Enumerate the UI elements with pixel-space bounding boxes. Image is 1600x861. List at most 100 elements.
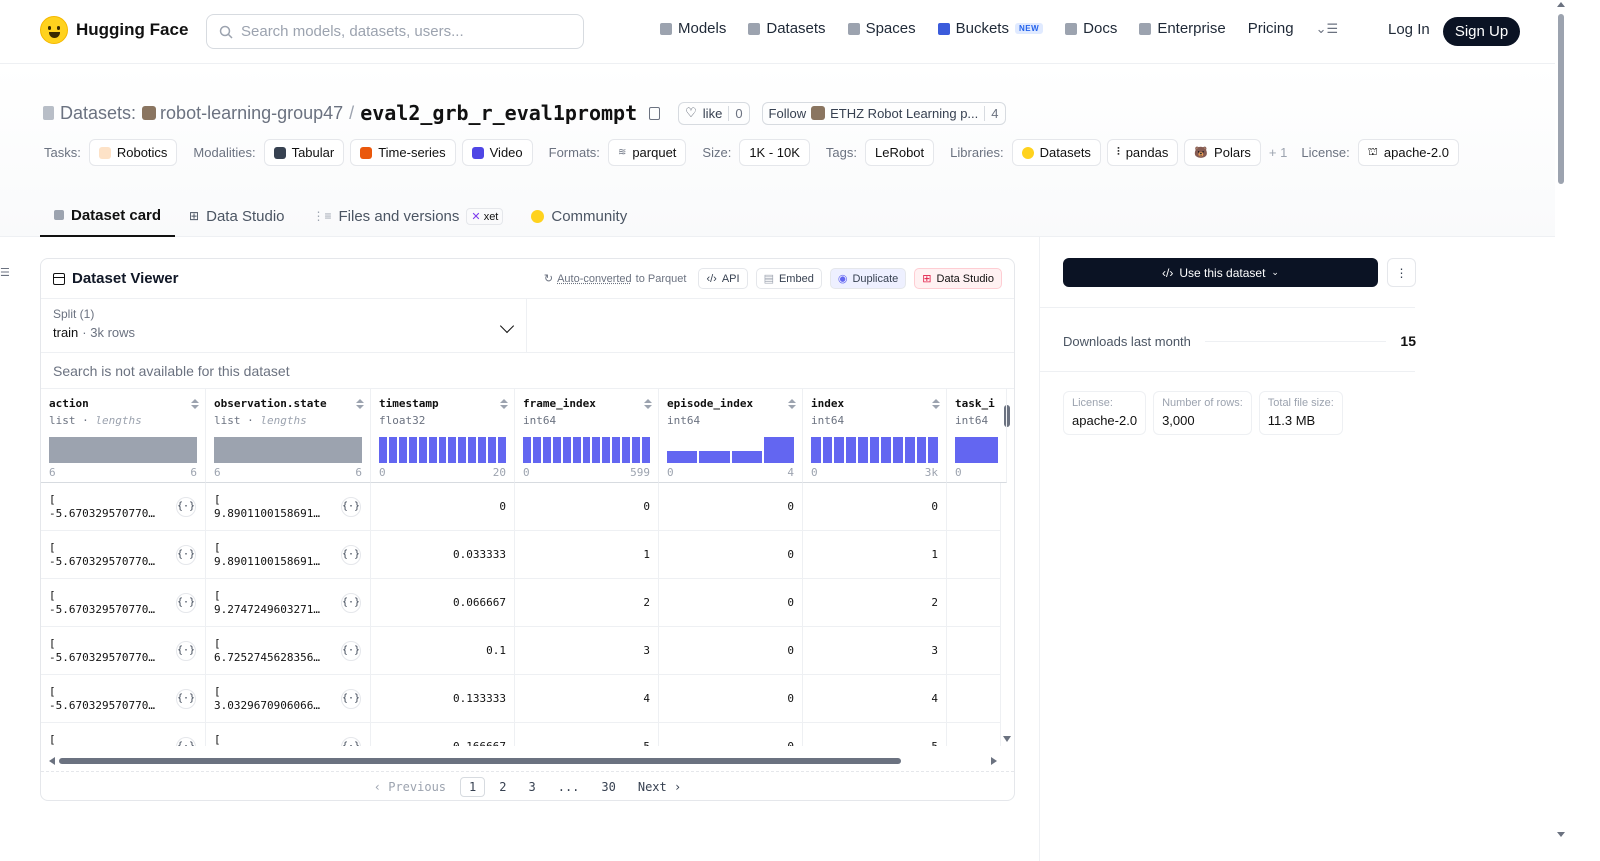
scroll-left-icon[interactable] (49, 757, 55, 765)
owner-link[interactable]: robot-learning-group47 (142, 103, 343, 124)
tag-robotics[interactable]: Robotics (88, 139, 178, 166)
histogram-bar (846, 437, 856, 463)
column-histogram[interactable] (523, 437, 650, 463)
table-row[interactable]: [-5.670329570770... {·}[9.2747249603271..… (41, 579, 1001, 627)
dataset-icon (43, 106, 54, 120)
histogram-bar (667, 451, 698, 463)
page-3-button[interactable]: 3 (528, 779, 536, 794)
column-header-index[interactable]: index int64 0 3k (803, 389, 947, 483)
search-input[interactable] (241, 23, 561, 40)
duplicate-button[interactable]: ◉ Duplicate (829, 268, 907, 289)
expand-json-icon[interactable]: {·} (341, 593, 361, 613)
sidebar-toggle-icon[interactable]: ☰ (0, 267, 10, 279)
tab-data-studio[interactable]: ⊞ Data Studio (189, 207, 285, 225)
sort-icon[interactable] (788, 399, 796, 409)
nav-more-menu[interactable]: ⌄☰ (1316, 21, 1339, 37)
copy-icon[interactable] (649, 106, 661, 120)
column-histogram[interactable] (667, 437, 794, 463)
column-header-frame-index[interactable]: frame_index int64 0 599 (515, 389, 659, 483)
table-row[interactable]: [-5.670329570770... {·}[9.8901100158691..… (41, 531, 1001, 579)
table-cell: 0.133333 (371, 675, 515, 723)
table-row[interactable]: [-5.670329570770... {·}[3.0329670906066..… (41, 675, 1001, 723)
follow-button[interactable]: Follow ETHZ Robot Learning p... 4 (761, 101, 1006, 125)
tab-community[interactable]: Community (517, 195, 641, 237)
nav-spaces[interactable]: Spaces (847, 20, 916, 37)
data-studio-button[interactable]: ⊞ Data Studio (914, 268, 1002, 289)
table-cell: [{·} (41, 723, 206, 746)
sort-icon[interactable] (932, 399, 940, 409)
more-libraries[interactable]: + 1 (1268, 145, 1288, 160)
tag-video[interactable]: Video (461, 139, 533, 166)
column-histogram[interactable] (214, 437, 362, 463)
table-row[interactable]: [-5.670329570770... {·}[6.7252745628356..… (41, 627, 1001, 675)
expand-json-icon[interactable]: {·} (176, 641, 196, 661)
column-header-episode-index[interactable]: episode_index int64 0 4 (659, 389, 803, 483)
tag-lib-datasets[interactable]: Datasets (1011, 139, 1101, 166)
nav-docs[interactable]: Docs (1065, 20, 1117, 37)
expand-json-icon[interactable]: {·} (176, 545, 196, 565)
table-horizontal-scrollbar[interactable] (49, 755, 997, 767)
nav-buckets[interactable]: Buckets NEW (937, 20, 1044, 37)
more-options-button[interactable]: ⋮ (1387, 258, 1416, 287)
nav-enterprise[interactable]: Enterprise (1139, 20, 1226, 37)
nav-models[interactable]: Models (660, 20, 726, 37)
table-cell (947, 723, 1001, 746)
like-button[interactable]: ♡ like 0 (678, 101, 750, 125)
tag-lerobot[interactable]: LeRobot (865, 139, 935, 166)
column-histogram[interactable] (379, 437, 506, 463)
expand-json-icon[interactable]: {·} (341, 545, 361, 565)
api-button[interactable]: ‹/› API (698, 268, 748, 289)
expand-json-icon[interactable]: {·} (341, 689, 361, 709)
tag-size[interactable]: 1K - 10K (739, 139, 810, 166)
tab-dataset-card[interactable]: Dataset card (40, 195, 176, 237)
previous-page-button[interactable]: ‹ Previous (373, 779, 447, 794)
sort-icon[interactable] (500, 399, 508, 409)
column-header-timestamp[interactable]: timestamp float32 0 20 (371, 389, 515, 483)
tag-parquet[interactable]: ≋ parquet (607, 139, 687, 166)
nav-datasets[interactable]: Datasets (748, 20, 826, 37)
next-page-button[interactable]: Next › (637, 779, 682, 794)
tag-license[interactable]: ⛫ apache-2.0 (1357, 139, 1459, 166)
table-vertical-scrollbar[interactable] (1000, 389, 1014, 746)
section-label[interactable]: Datasets: (60, 102, 137, 123)
nav-pricing[interactable]: Pricing (1247, 20, 1294, 37)
expand-json-icon[interactable]: {·} (176, 689, 196, 709)
brand-logo[interactable]: Hugging Face (40, 16, 188, 44)
expand-json-icon[interactable]: {·} (341, 641, 361, 661)
tag-tabular[interactable]: Tabular (263, 139, 345, 166)
tag-time-series[interactable]: Time-series (350, 139, 456, 166)
embed-button[interactable]: ▤ Embed (755, 268, 822, 289)
auto-converted-note[interactable]: ↻ Auto-converted to Parquet (543, 272, 687, 286)
column-histogram[interactable] (955, 437, 998, 463)
column-header-action[interactable]: action list · lengths 6 6 (41, 389, 206, 483)
tag-lib-polars[interactable]: 🐻 Polars (1184, 139, 1261, 166)
split-select[interactable]: Split (1) train · 3k rows (41, 299, 527, 352)
table-row[interactable]: [-5.670329570770... {·}[9.8901100158691..… (41, 483, 1001, 531)
column-header-task-i[interactable]: task_i int64 0 (947, 389, 1007, 483)
table-cell (947, 675, 1001, 723)
expand-json-icon[interactable]: {·} (341, 497, 361, 517)
scroll-right-icon[interactable] (991, 757, 997, 765)
signup-button[interactable]: Sign Up (1443, 17, 1520, 46)
expand-json-icon[interactable]: {·} (176, 593, 196, 613)
tag-lib-pandas[interactable]: ⫶ pandas (1106, 139, 1179, 166)
table-cell: 3 (515, 627, 659, 675)
column-header-observation-state[interactable]: observation.state list · lengths 6 6 (206, 389, 371, 483)
table-cell: [9.8901100158691... {·} (206, 483, 371, 531)
sort-icon[interactable] (356, 399, 364, 409)
page-1-button[interactable]: 1 (460, 776, 486, 797)
sort-icon[interactable] (191, 399, 199, 409)
search-box[interactable] (206, 14, 584, 49)
column-histogram[interactable] (49, 437, 197, 463)
tab-files-and-versions[interactable]: ⋮≡ Files and versions ✕ xet (299, 195, 518, 237)
sort-icon[interactable] (644, 399, 652, 409)
page-2-button[interactable]: 2 (499, 779, 507, 794)
use-this-dataset-button[interactable]: ‹/› Use this dataset ⌄ (1063, 258, 1378, 287)
expand-json-icon[interactable]: {·} (176, 497, 196, 517)
page-scrollbar[interactable] (1555, 0, 1569, 861)
page-30-button[interactable]: 30 (601, 779, 616, 794)
login-link[interactable]: Log In (1388, 21, 1430, 38)
column-histogram[interactable] (811, 437, 939, 463)
repo-name[interactable]: eval2_grb_r_eval1prompt (360, 101, 638, 125)
table-row[interactable]: [{·}[{·}0.166667505 (41, 723, 1001, 746)
